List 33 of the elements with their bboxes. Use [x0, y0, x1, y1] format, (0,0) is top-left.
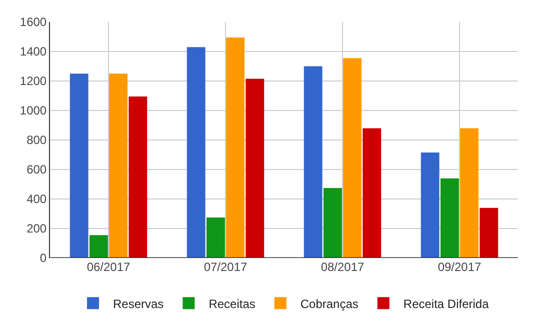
bar	[362, 128, 382, 258]
y-tick-label: 400	[26, 192, 47, 206]
bar	[109, 74, 128, 258]
bar	[226, 37, 245, 258]
bar	[206, 217, 225, 258]
bar	[323, 188, 342, 258]
legend-label: Receita Diferida	[403, 296, 490, 311]
bar	[89, 235, 108, 258]
y-tick-label: 1600	[20, 15, 47, 30]
y-tick-label: 1000	[20, 104, 47, 118]
legend-label: Reservas	[113, 296, 164, 311]
y-tick-label: 800	[26, 133, 47, 148]
y-tick-label: 1400	[20, 44, 47, 59]
x-tick-label: 09/2017	[438, 260, 482, 274]
y-tick-label: 600	[26, 162, 47, 177]
bar	[480, 208, 498, 258]
bar	[440, 178, 459, 258]
bar	[246, 78, 264, 258]
bar	[186, 47, 206, 258]
bar	[420, 152, 440, 258]
y-tick-label: 1200	[20, 74, 47, 88]
bar	[70, 74, 88, 258]
y-tick-label: 200	[26, 222, 47, 236]
x-tick-label: 06/2017	[86, 260, 131, 274]
bar	[128, 96, 148, 258]
y-tick-label: 0	[40, 251, 47, 266]
legend-label: Cobranças	[300, 296, 358, 311]
legend-label: Receitas	[208, 296, 256, 311]
bar	[304, 66, 322, 258]
x-tick-label: 07/2017	[204, 260, 248, 274]
bar	[343, 58, 362, 258]
bar	[460, 128, 479, 258]
x-tick-label: 08/2017	[320, 260, 365, 274]
